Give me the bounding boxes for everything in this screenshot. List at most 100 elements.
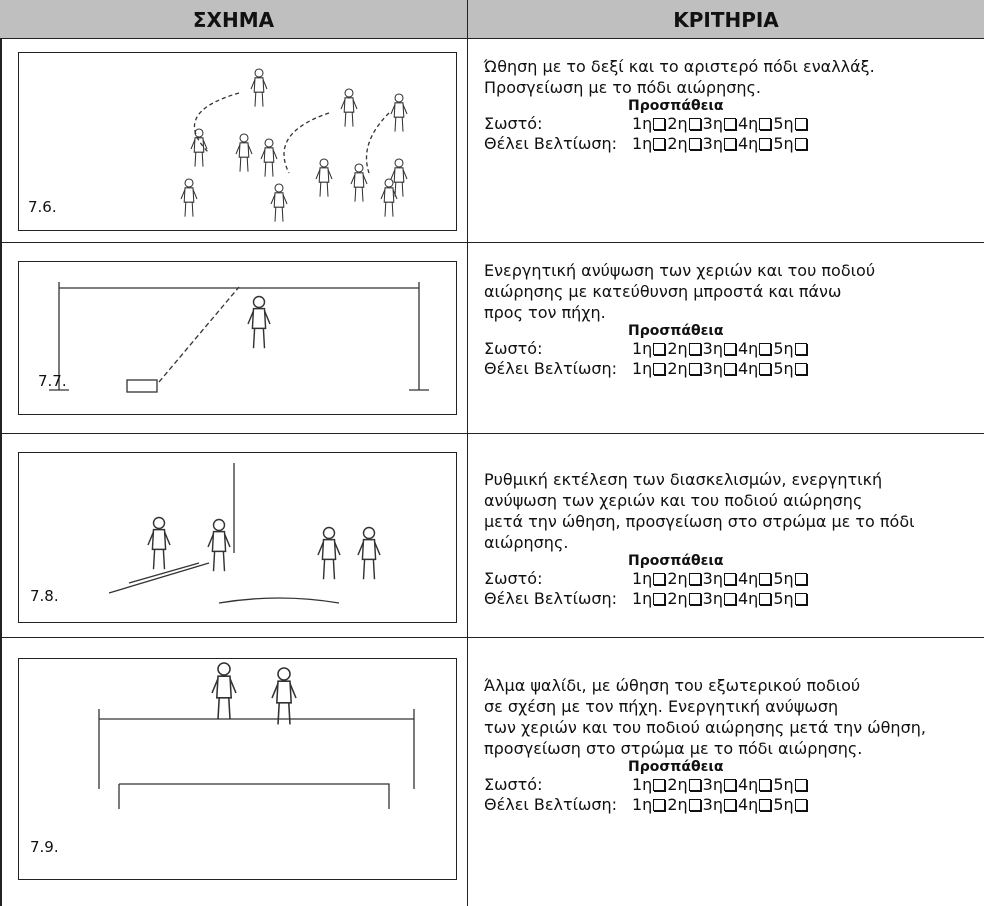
row-label: Θέλει Βελτίωση: <box>484 795 618 814</box>
checkbox[interactable] <box>688 593 701 605</box>
attempt-number: 5η <box>773 114 794 133</box>
header-right: ΚΡΙΤΗΡΙΑ <box>468 0 984 39</box>
checkbox[interactable] <box>653 779 666 791</box>
attempt-number: 1η <box>632 775 653 794</box>
row-label: Θέλει Βελτίωση: <box>484 134 618 153</box>
row-label: Σωστό: <box>484 775 543 794</box>
attempt-number: 5η <box>773 589 794 608</box>
checkbox[interactable] <box>723 138 736 150</box>
attempt-number: 5η <box>773 775 794 794</box>
attempt-number: 2η <box>667 114 688 133</box>
checkbox[interactable] <box>688 118 701 130</box>
attempt-number: 3η <box>702 134 723 153</box>
attempt-number: 1η <box>632 589 653 608</box>
attempt-number: 3η <box>702 339 723 358</box>
header-left: ΣΧΗΜΑ <box>0 0 467 39</box>
criteria-line: ανύψωση των χεριών και του ποδιού αιώρησ… <box>484 491 863 510</box>
checkbox[interactable] <box>688 343 701 355</box>
attempt-number: 4η <box>737 359 759 378</box>
checkbox[interactable] <box>794 363 807 375</box>
checkbox[interactable] <box>723 343 736 355</box>
checkbox[interactable] <box>653 138 666 150</box>
attempt-number: 1η <box>632 339 653 358</box>
improve-row: Θέλει Βελτίωση: 1η 2η 3η 4η 5η <box>484 795 926 815</box>
checkbox[interactable] <box>759 573 772 585</box>
correct-row: Σωστό: 1η 2η 3η 4η 5η <box>484 775 926 795</box>
attempt-number: 1η <box>632 134 653 153</box>
attempt-number: 4η <box>737 775 759 794</box>
checkbox[interactable] <box>759 363 772 375</box>
checkbox[interactable] <box>653 363 666 375</box>
row-divider <box>0 433 984 434</box>
attempt-number: 4η <box>737 114 759 133</box>
attempt-number: 3η <box>702 775 723 794</box>
checkbox[interactable] <box>688 779 701 791</box>
row-divider <box>0 637 984 638</box>
criteria-block: Άλμα ψαλίδι, με ώθηση του εξωτερικού ποδ… <box>484 675 926 815</box>
border-left <box>0 0 2 906</box>
checkbox[interactable] <box>759 343 772 355</box>
attempt-number: 5η <box>773 795 794 814</box>
checkbox[interactable] <box>759 799 772 811</box>
criteria-line: μετά την ώθηση, προσγείωση στο στρώμα με… <box>484 512 915 531</box>
column-divider <box>467 0 468 906</box>
checkbox[interactable] <box>688 363 701 375</box>
figure-box <box>18 261 457 415</box>
criteria-line: αιώρησης. <box>484 533 569 552</box>
checkbox[interactable] <box>794 799 807 811</box>
figure-sketch <box>108 463 381 604</box>
attempt-heading: Προσπάθεια <box>628 98 724 114</box>
criteria-block: Ώθηση με το δεξί και το αριστερό πόδι εν… <box>484 56 875 154</box>
improve-row: Θέλει Βελτίωση: 1η 2η 3η 4η 5η <box>484 134 875 154</box>
checkbox[interactable] <box>688 138 701 150</box>
checkbox[interactable] <box>688 573 701 585</box>
row-divider <box>0 242 984 243</box>
checkbox[interactable] <box>723 363 736 375</box>
attempt-number: 5η <box>773 359 794 378</box>
attempt-number: 4η <box>737 589 759 608</box>
figure-label: 7.6. <box>28 198 57 216</box>
attempt-number: 3η <box>702 569 723 588</box>
criteria-line: Προσγείωση με το πόδι αιώρησης. <box>484 78 761 97</box>
figure-box <box>18 52 457 231</box>
checkbox[interactable] <box>794 779 807 791</box>
attempt-number: 4η <box>737 339 759 358</box>
checkbox[interactable] <box>723 779 736 791</box>
figure-sketch <box>49 282 429 393</box>
checkbox[interactable] <box>794 118 807 130</box>
checkbox[interactable] <box>653 573 666 585</box>
checkbox[interactable] <box>759 593 772 605</box>
attempt-heading: Προσπάθεια <box>628 759 724 775</box>
criteria-line: προς τον πήχη. <box>484 303 606 322</box>
attempt-number: 5η <box>773 569 794 588</box>
checkbox[interactable] <box>723 573 736 585</box>
checkbox[interactable] <box>653 593 666 605</box>
attempt-number: 3η <box>702 795 723 814</box>
row-label: Θέλει Βελτίωση: <box>484 359 618 378</box>
checkbox[interactable] <box>653 118 666 130</box>
checkbox[interactable] <box>688 799 701 811</box>
criteria-block: Ενεργητική ανύψωση των χεριών και του πο… <box>484 260 875 379</box>
checkbox[interactable] <box>653 343 666 355</box>
checkbox[interactable] <box>723 118 736 130</box>
attempt-number: 2η <box>667 589 688 608</box>
criteria-line: Ρυθμική εκτέλεση των διασκελισμών, ενεργ… <box>484 470 883 489</box>
checkbox[interactable] <box>723 799 736 811</box>
attempt-number: 1η <box>632 359 653 378</box>
attempt-number: 1η <box>632 569 653 588</box>
checkbox[interactable] <box>723 593 736 605</box>
checkbox[interactable] <box>794 573 807 585</box>
checkbox[interactable] <box>794 593 807 605</box>
attempt-number: 4η <box>737 569 759 588</box>
checkbox[interactable] <box>759 118 772 130</box>
improve-row: Θέλει Βελτίωση: 1η 2η 3η 4η 5η <box>484 589 915 609</box>
attempt-number: 2η <box>667 339 688 358</box>
checkbox[interactable] <box>794 138 807 150</box>
figure-box <box>18 658 457 880</box>
figure-sketch <box>98 662 415 809</box>
checkbox[interactable] <box>759 138 772 150</box>
checkbox[interactable] <box>759 779 772 791</box>
checkbox[interactable] <box>794 343 807 355</box>
checkbox[interactable] <box>653 799 666 811</box>
